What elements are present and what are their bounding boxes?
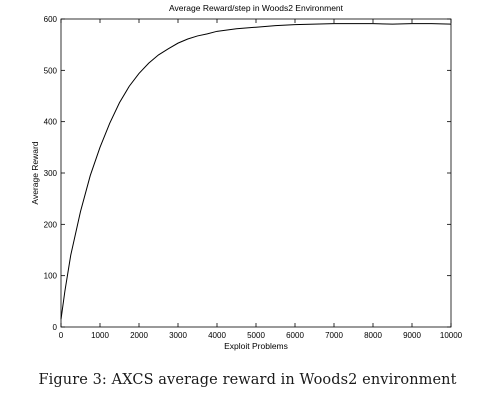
- y-tick-label: 100: [44, 272, 58, 281]
- y-axis-label: Average Reward: [30, 141, 40, 204]
- y-tick-label: 600: [44, 15, 58, 24]
- x-tick-label: 5000: [247, 331, 265, 340]
- x-tick-label: 6000: [286, 331, 304, 340]
- chart-title: Average Reward/step in Woods2 Environmen…: [169, 3, 344, 13]
- x-tick-label: 8000: [364, 331, 382, 340]
- x-tick-label: 10000: [440, 331, 463, 340]
- chart: Average Reward/step in Woods2 Environmen…: [30, 3, 463, 351]
- y-tick-label: 400: [44, 118, 58, 127]
- x-tick-label: 9000: [403, 331, 421, 340]
- y-tick-label: 500: [44, 66, 58, 75]
- x-tick-label: 2000: [130, 331, 148, 340]
- y-axis-ticks: 0 100 200 300 400 500 600: [44, 15, 451, 332]
- y-tick-label: 300: [44, 169, 58, 178]
- x-tick-label: 0: [59, 331, 64, 340]
- plot-frame: [60, 18, 452, 328]
- x-tick-label: 3000: [169, 331, 187, 340]
- y-tick-label: 200: [44, 220, 58, 229]
- series-line: [60, 23, 452, 320]
- x-tick-label: 4000: [208, 331, 226, 340]
- x-axis-ticks: 0 1000 2000 3000 4000 5000 6000 7000 8000 9000 100…: [59, 19, 463, 340]
- figure-caption: Figure 3: AXCS average reward in Woods2 …: [38, 372, 457, 388]
- y-tick-label: 0: [53, 323, 58, 332]
- x-tick-label: 7000: [325, 331, 343, 340]
- x-tick-label: 1000: [91, 331, 109, 340]
- x-axis-label: Exploit Problems: [224, 341, 288, 351]
